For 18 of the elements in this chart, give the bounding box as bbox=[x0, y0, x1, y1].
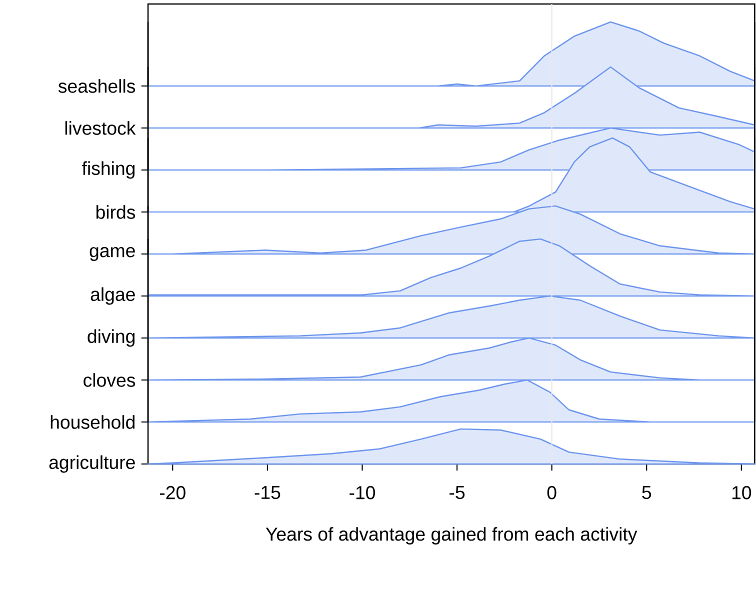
y-axis-title: birds bbox=[96, 205, 136, 219]
y-axis-title: game bbox=[90, 247, 135, 261]
y-axis-title: algae bbox=[90, 287, 135, 305]
y-axis-title: cloves bbox=[84, 373, 136, 387]
x-tick-label: 5 bbox=[642, 486, 652, 500]
x-tick-label: -5 bbox=[450, 486, 465, 500]
x-axis-title: Years of advantage gained from each activity bbox=[266, 527, 638, 544]
x-tick-label: 0 bbox=[547, 486, 556, 500]
y-axis-title: household bbox=[50, 415, 135, 429]
y-axis-title: diving bbox=[88, 329, 135, 347]
y-axis-title: fishing bbox=[82, 161, 135, 179]
x-tick-label: -15 bbox=[254, 486, 280, 500]
y-axis-title: livestock bbox=[65, 121, 136, 135]
x-tick-label: -20 bbox=[160, 486, 186, 500]
y-axis-title: seashells bbox=[58, 79, 136, 93]
y-axis-title: agriculture bbox=[49, 455, 135, 473]
x-tick-label: 10 bbox=[732, 486, 752, 500]
x-tick-label: -10 bbox=[350, 486, 375, 500]
